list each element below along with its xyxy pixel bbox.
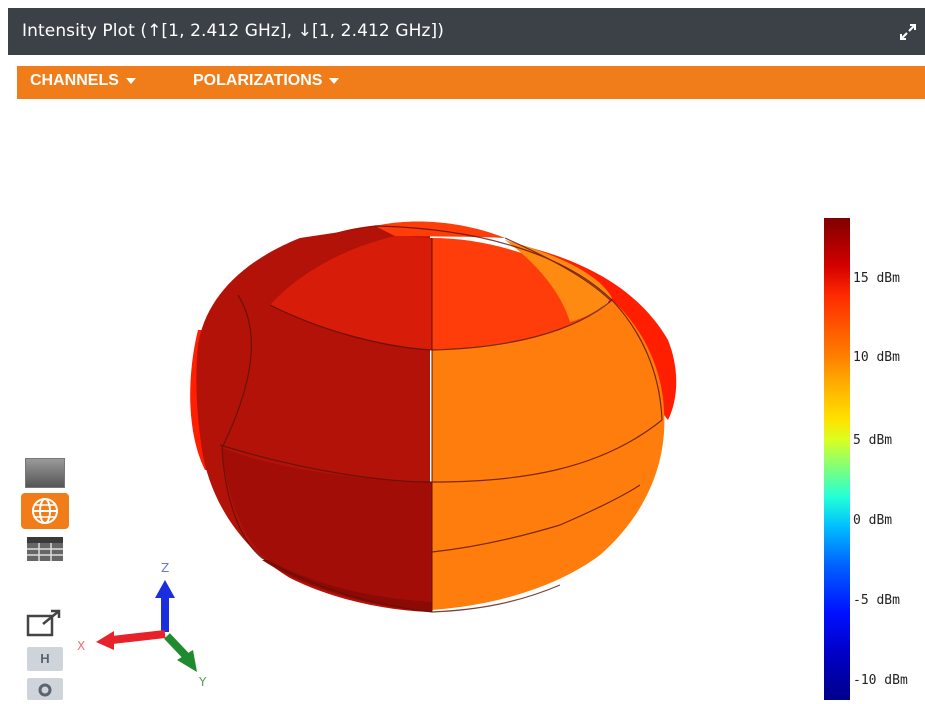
surface-panel-top-center [270,236,432,350]
image-view-icon [26,459,64,487]
surface-panel-bottom [262,560,432,612]
x-axis-label: X [77,639,85,653]
pin-button[interactable] [27,678,63,700]
colorbar-label-minus5: -5 dBm [853,593,900,608]
x-axis-arrow [96,631,114,650]
window-titlebar: Intensity Plot (↑[1, 2.412 GHz], ↓[1, 2.… [8,8,925,55]
menu-bar: CHANNELS POLARIZATIONS [17,66,925,99]
y-axis-label: Y [198,675,207,689]
y-axis-arrow [177,650,197,672]
colorbar-label-5: 5 dBm [853,433,893,448]
image-view-button[interactable] [25,458,65,488]
surface-panel-bottom-left [222,448,432,612]
axis-triad: Z X Y [77,561,207,689]
surface-panel-right [432,300,665,610]
window-title: Intensity Plot (↑[1, 2.412 GHz], ↓[1, 2.… [22,21,444,41]
chevron-down-icon [329,77,340,84]
channels-menu-button[interactable]: CHANNELS [30,72,136,90]
globe-view-button[interactable] [21,493,69,529]
table-view-button[interactable] [25,534,65,564]
polarizations-menu-button[interactable]: POLARIZATIONS [193,72,340,90]
surface-panel-right-upper [505,240,612,322]
globe-icon [32,498,58,524]
table-icon [27,537,63,561]
surface-panel-top-right [432,238,610,350]
chevron-down-icon [125,77,136,84]
z-axis-label: Z [161,561,169,575]
colorbar-label-minus10: -10 dBm [853,673,908,688]
colorbar-label-0: 0 dBm [853,513,893,528]
channels-menu-label: CHANNELS [30,72,119,89]
colorbar-label-15: 15 dBm [853,271,900,286]
surface-panel-crown [375,221,505,238]
home-h-button[interactable]: H [27,647,63,671]
surface-mesh-lines [219,225,663,613]
popout-button[interactable] [25,608,65,638]
popout-icon [26,609,61,637]
colorbar-label-10: 10 dBm [853,350,900,365]
color-scale-bar [824,218,850,700]
pin-icon [38,683,52,697]
z-axis-arrow [155,580,175,598]
expand-icon[interactable] [899,23,917,41]
polarizations-menu-label: POLARIZATIONS [193,72,323,89]
